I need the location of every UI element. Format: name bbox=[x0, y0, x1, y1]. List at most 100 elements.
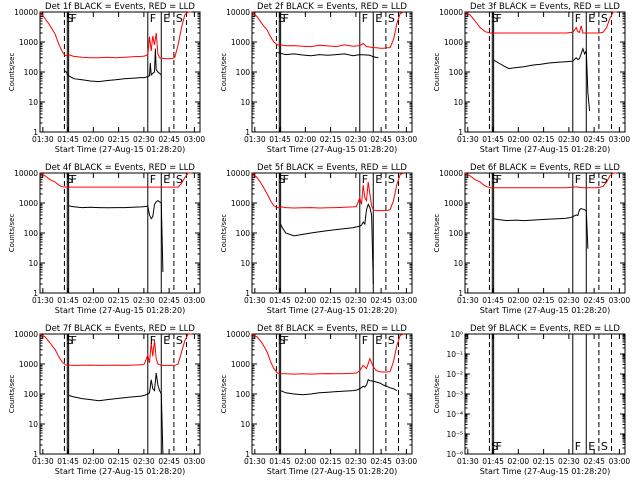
event-marker-label: S bbox=[491, 12, 498, 25]
x-tick-label: 01:45 bbox=[269, 135, 291, 144]
x-tick-label: 02:45 bbox=[370, 457, 392, 466]
event-marker-label: S bbox=[601, 173, 608, 186]
y-tick-label: 1000 bbox=[19, 199, 38, 208]
y-axis-label: Counts/sec bbox=[220, 53, 228, 92]
y-axis-label: Counts/sec bbox=[8, 53, 16, 92]
x-tick-label: 02:45 bbox=[583, 457, 605, 466]
panel-det-3 bbox=[464, 11, 626, 133]
x-tick-label: 02:15 bbox=[320, 457, 342, 466]
y-axis-label: Counts/sec bbox=[220, 375, 228, 414]
x-tick-label: 03:00 bbox=[184, 296, 206, 305]
x-tick-label: 01:45 bbox=[482, 296, 504, 305]
panel-det-1 bbox=[39, 11, 201, 133]
event-marker-label: E bbox=[588, 173, 595, 186]
event-marker-label: F bbox=[496, 173, 502, 186]
event-marker-label: E bbox=[588, 12, 595, 25]
y-tick-label: 1 bbox=[245, 289, 250, 298]
y-tick-label: 1000 bbox=[231, 199, 250, 208]
series-events-line bbox=[493, 208, 589, 249]
y-tick-label: 10 bbox=[28, 420, 38, 429]
y-tick-label: 10 bbox=[28, 259, 38, 268]
panel-title: Det 7f BLACK = Events, RED = LLD bbox=[45, 324, 195, 334]
y-tick-label: 1000 bbox=[444, 38, 463, 47]
panel-title: Det 5f BLACK = Events, RED = LLD bbox=[257, 163, 407, 173]
x-tick-label: 01:45 bbox=[269, 296, 291, 305]
x-tick-label: 02:00 bbox=[508, 457, 530, 466]
x-tick-label: 03:00 bbox=[396, 135, 418, 144]
x-tick-label: 02:45 bbox=[158, 296, 180, 305]
series-events-line bbox=[277, 51, 379, 59]
y-axis-label: Counts/sec bbox=[433, 214, 441, 253]
x-tick-label: 02:15 bbox=[108, 457, 130, 466]
x-tick-label: 02:30 bbox=[345, 457, 367, 466]
event-marker-label: E bbox=[163, 173, 170, 186]
x-tick-label: 03:00 bbox=[184, 457, 206, 466]
x-tick-label: 02:00 bbox=[83, 457, 105, 466]
event-marker-label: E bbox=[588, 440, 595, 453]
series-lld-line bbox=[39, 11, 192, 60]
event-marker-label: S bbox=[66, 334, 73, 347]
y-tick-label: 10⁰ bbox=[450, 330, 463, 339]
y-tick-label: 1000 bbox=[19, 360, 38, 369]
event-marker-label: S bbox=[176, 12, 183, 25]
y-tick-label: 1 bbox=[33, 289, 38, 298]
y-tick-label: 10⁻³ bbox=[446, 390, 463, 399]
series-lld-line bbox=[251, 333, 404, 375]
y-tick-label: 10000 bbox=[14, 330, 38, 339]
x-tick-label: 02:30 bbox=[133, 457, 155, 466]
panel-det-9 bbox=[464, 333, 626, 455]
series-events-line bbox=[64, 48, 162, 83]
y-tick-label: 10⁻² bbox=[446, 370, 463, 379]
y-tick-label: 100 bbox=[24, 68, 39, 77]
x-tick-label: 02:30 bbox=[558, 296, 580, 305]
x-tick-label: 01:45 bbox=[482, 135, 504, 144]
x-tick-label: 02:45 bbox=[370, 135, 392, 144]
y-tick-label: 10 bbox=[453, 98, 463, 107]
y-axis-label: Counts/sec bbox=[220, 214, 228, 253]
y-tick-label: 10000 bbox=[226, 8, 250, 17]
x-tick-label: 02:45 bbox=[583, 135, 605, 144]
x-tick-label: 02:45 bbox=[158, 135, 180, 144]
series-events-line bbox=[280, 378, 398, 396]
panel-title: Det 6f BLACK = Events, RED = LLD bbox=[470, 163, 620, 173]
event-marker-label: F bbox=[283, 12, 289, 25]
y-tick-label: 10000 bbox=[14, 8, 38, 17]
y-tick-label: 1 bbox=[458, 128, 463, 137]
x-tick-label: 02:30 bbox=[558, 457, 580, 466]
event-marker-label: S bbox=[66, 12, 73, 25]
x-tick-label: 01:45 bbox=[57, 135, 79, 144]
y-tick-label: 10 bbox=[240, 420, 250, 429]
x-tick-label: 01:30 bbox=[244, 296, 266, 305]
event-marker-label: S bbox=[388, 173, 395, 186]
event-marker-label: F bbox=[575, 173, 581, 186]
x-axis-label: Start Time (27-Aug-15 01:28:20) bbox=[55, 145, 186, 154]
event-marker-label: F bbox=[150, 334, 156, 347]
x-tick-label: 02:30 bbox=[133, 296, 155, 305]
event-marker-label: F bbox=[150, 12, 156, 25]
y-tick-label: 1 bbox=[33, 128, 38, 137]
event-marker-label: F bbox=[283, 334, 289, 347]
x-tick-label: 03:00 bbox=[609, 296, 631, 305]
y-tick-label: 1 bbox=[245, 128, 250, 137]
event-marker-label: F bbox=[283, 173, 289, 186]
x-tick-label: 02:30 bbox=[345, 135, 367, 144]
y-tick-label: 100 bbox=[449, 229, 464, 238]
panel-det-7 bbox=[39, 333, 201, 455]
x-axis-label: Start Time (27-Aug-15 01:28:20) bbox=[267, 467, 398, 476]
event-marker-label: S bbox=[601, 440, 608, 453]
x-tick-label: 03:00 bbox=[609, 135, 631, 144]
event-marker-label: S bbox=[491, 173, 498, 186]
x-tick-label: 02:00 bbox=[295, 457, 317, 466]
event-marker-label: S bbox=[278, 173, 285, 186]
panel-det-4 bbox=[39, 172, 201, 294]
event-marker-label: F bbox=[362, 334, 368, 347]
x-tick-label: 01:30 bbox=[32, 296, 54, 305]
x-tick-label: 02:00 bbox=[83, 135, 105, 144]
x-tick-label: 02:15 bbox=[533, 135, 555, 144]
x-tick-label: 02:15 bbox=[320, 135, 342, 144]
event-marker-label: F bbox=[362, 173, 368, 186]
series-events-line bbox=[68, 372, 164, 455]
event-marker-label: S bbox=[491, 440, 498, 453]
series-lld-line bbox=[251, 11, 404, 49]
